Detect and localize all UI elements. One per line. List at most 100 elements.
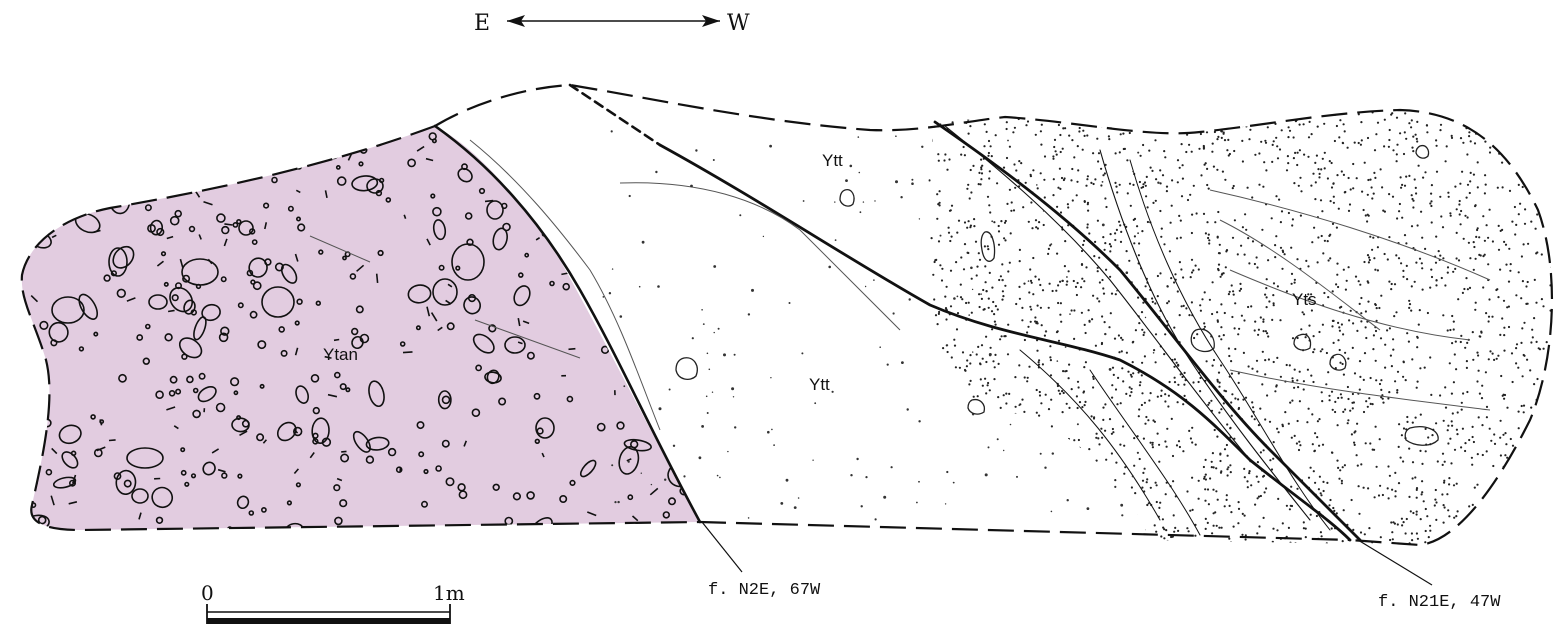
- yts-dot: [1449, 212, 1452, 215]
- yts-dot: [1023, 282, 1026, 285]
- ytan-pebble: [286, 500, 293, 506]
- yts-dot: [1531, 336, 1534, 339]
- yts-dot: [1025, 124, 1028, 127]
- yts-dot: [1388, 327, 1391, 330]
- yts-dot: [1523, 455, 1526, 458]
- ytan-boulder: [261, 286, 295, 318]
- yts-dot: [1004, 284, 1007, 287]
- yts-dot: [1360, 312, 1363, 315]
- yts-dot: [1553, 158, 1555, 160]
- yts-dot: [1518, 118, 1521, 121]
- yts-dot: [1480, 397, 1484, 400]
- yts-dot: [1241, 124, 1244, 128]
- yts-dot: [1173, 281, 1176, 284]
- yts-dot: [1446, 266, 1450, 269]
- ytt-speck: [657, 285, 660, 288]
- yts-dot: [1429, 286, 1432, 289]
- yts-dot: [936, 365, 939, 368]
- yts-dot: [1204, 232, 1207, 235]
- yts-dot: [1304, 536, 1307, 539]
- yts-dot: [1163, 528, 1166, 531]
- yts-dot: [991, 286, 994, 289]
- yts-dot: [1485, 224, 1488, 227]
- ytan-pebble: [599, 152, 608, 162]
- yts-dot: [1237, 398, 1240, 401]
- yts-dot: [1504, 432, 1507, 435]
- yts-dot: [1383, 252, 1386, 256]
- yts-dot: [1265, 487, 1268, 490]
- yts-dot: [1207, 187, 1210, 190]
- yts-dot: [1429, 524, 1432, 527]
- yts-dot: [1134, 329, 1137, 332]
- yts-dot: [1340, 482, 1343, 485]
- ytt-speck: [695, 149, 698, 152]
- yts-dot: [1332, 201, 1335, 204]
- yts-dot: [1512, 151, 1515, 154]
- yts-dot: [1137, 296, 1140, 299]
- yts-dot: [1504, 454, 1507, 457]
- yts-dot: [1264, 330, 1267, 333]
- yts-dot: [1195, 212, 1198, 215]
- ytan-boulder: [432, 278, 458, 306]
- ytan-pebble: [310, 373, 320, 383]
- yts-dot: [1518, 517, 1521, 520]
- ytan-pebble: [312, 432, 319, 439]
- yts-dot: [1059, 150, 1062, 154]
- yts-dot: [1416, 537, 1419, 540]
- yts-dot: [1070, 179, 1073, 182]
- yts-dot: [973, 218, 976, 221]
- ytan-cobble: [457, 167, 473, 183]
- yts-dot: [1015, 169, 1018, 172]
- yts-dot: [1043, 334, 1046, 337]
- ytt-speck: [1001, 278, 1004, 282]
- yts-dot: [1272, 360, 1275, 364]
- yts-dot: [1072, 477, 1075, 480]
- yts-dot: [1336, 262, 1339, 265]
- yts-dot: [1038, 221, 1041, 224]
- yts-dot: [1003, 237, 1006, 240]
- yts-dot: [1037, 361, 1040, 364]
- yts-dot: [1127, 370, 1130, 373]
- yts-dot: [1074, 285, 1078, 288]
- yts-dot: [991, 328, 994, 331]
- yts-dot: [1360, 320, 1363, 323]
- yts-dot: [946, 168, 949, 171]
- yts-dot: [1456, 411, 1459, 414]
- yts-dot: [1514, 510, 1517, 513]
- yts-dot: [1272, 115, 1275, 118]
- yts-dot: [1418, 257, 1422, 260]
- yts-dot: [1379, 484, 1382, 487]
- yts-dot: [1488, 427, 1491, 430]
- ytan-boulder: [148, 294, 168, 310]
- yts-dot: [1359, 531, 1363, 534]
- yts-dot: [1118, 183, 1121, 186]
- arrowhead-east-icon: [507, 15, 525, 27]
- yts-dot: [1515, 223, 1518, 226]
- yts-dot: [940, 424, 943, 428]
- ytan-pebble: [385, 197, 392, 203]
- yts-dot: [1105, 268, 1108, 271]
- yts-dot: [1468, 135, 1471, 138]
- yts-dot: [1039, 481, 1043, 484]
- yts-dot: [937, 159, 940, 162]
- yts-dot: [1269, 459, 1272, 462]
- yts-dot: [1505, 263, 1508, 266]
- yts-dot: [1059, 187, 1062, 190]
- yts-dot: [1452, 381, 1455, 384]
- yts-dot: [1391, 488, 1394, 491]
- yts-dot: [1300, 328, 1303, 331]
- ytan-boulder: [131, 488, 149, 504]
- yts-dot: [1499, 436, 1502, 439]
- yts-dot: [1226, 454, 1229, 457]
- yts-dot: [949, 493, 952, 496]
- yts-dot: [1190, 150, 1193, 153]
- yts-dot: [983, 145, 986, 148]
- yts-dot: [944, 489, 947, 492]
- yts-dot: [1466, 153, 1469, 156]
- yts-dot: [1223, 448, 1227, 451]
- ytan-pebble: [502, 222, 511, 232]
- yts-dot: [1102, 292, 1106, 295]
- yts-dot: [1202, 146, 1205, 149]
- ytan-pebble: [294, 320, 300, 326]
- yts-dot: [1349, 409, 1352, 412]
